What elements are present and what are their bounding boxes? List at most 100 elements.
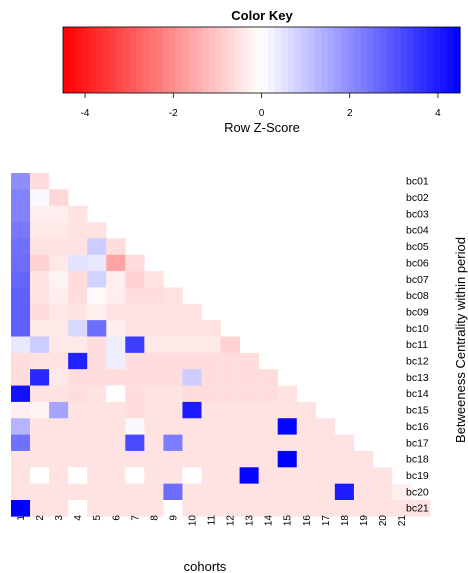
heatmap-cell bbox=[30, 418, 50, 435]
heatmap-cell bbox=[30, 450, 50, 468]
column-label: 2 bbox=[35, 515, 46, 521]
heatmap-cell bbox=[68, 254, 88, 272]
column-labels: 1 2 3 4 5 6 7 8 9 10 11 12 13 14 15 16 17 18 19 20 21 bbox=[16, 515, 408, 527]
heatmap-cell bbox=[239, 385, 259, 403]
heatmap-cell bbox=[106, 483, 126, 501]
heatmap-cell bbox=[49, 500, 69, 517]
heatmap-cell bbox=[11, 418, 31, 435]
heatmap-cell bbox=[277, 467, 298, 484]
heatmap-cell bbox=[11, 336, 31, 354]
heatmap-cell bbox=[87, 271, 107, 288]
heatmap-cell bbox=[334, 450, 355, 468]
heatmap-cell bbox=[296, 483, 317, 501]
heatmap-cell bbox=[277, 401, 298, 419]
heatmap-cell bbox=[392, 483, 412, 501]
column-label: 4 bbox=[73, 515, 84, 521]
heatmap-cell bbox=[106, 336, 126, 354]
heatmap-cell bbox=[68, 418, 88, 435]
heatmap-cell bbox=[220, 401, 240, 419]
heatmap-cell bbox=[239, 434, 259, 452]
column-label: 13 bbox=[245, 515, 256, 527]
heatmap-cell bbox=[125, 450, 145, 468]
column-label: 9 bbox=[168, 515, 179, 521]
heatmap-cell bbox=[182, 450, 202, 468]
heatmap-cell bbox=[30, 173, 50, 190]
heatmap-cell bbox=[239, 450, 259, 468]
heatmap-cell bbox=[144, 336, 164, 354]
heatmap-cell bbox=[220, 467, 240, 484]
heatmap-cell bbox=[30, 238, 50, 256]
heatmap-cell bbox=[49, 434, 69, 452]
heatmap-cell bbox=[258, 500, 278, 517]
heatmap-cell bbox=[372, 483, 393, 501]
heatmap-cell bbox=[182, 467, 202, 484]
color-key-swatch bbox=[109, 27, 117, 93]
heatmap-cell bbox=[220, 352, 240, 370]
color-key-swatch bbox=[155, 27, 163, 93]
heatmap-cell bbox=[144, 467, 164, 484]
heatmap-cell bbox=[30, 287, 50, 305]
color-key-swatch bbox=[347, 27, 355, 93]
heatmap-cell bbox=[87, 254, 107, 272]
heatmap-cell bbox=[68, 500, 88, 517]
heatmap-cell bbox=[182, 369, 202, 386]
heatmap-cell bbox=[144, 434, 164, 452]
color-key-swatch bbox=[400, 27, 408, 93]
row-label: bc09 bbox=[406, 306, 429, 318]
color-key-swatch bbox=[314, 27, 322, 93]
heatmap-cell bbox=[182, 483, 202, 501]
row-label: bc07 bbox=[406, 274, 429, 286]
heatmap-cell bbox=[296, 450, 317, 468]
heatmap-cell bbox=[201, 467, 221, 484]
heatmap-cell bbox=[182, 500, 202, 517]
heatmap-cell bbox=[30, 222, 50, 239]
column-label: 20 bbox=[378, 515, 389, 527]
color-key-swatch bbox=[162, 27, 170, 93]
heatmap-cell bbox=[182, 352, 202, 370]
row-label: bc08 bbox=[406, 290, 429, 302]
heatmap-cell bbox=[11, 205, 31, 223]
y-axis-title: Betweeness Centrality within period bbox=[453, 237, 468, 443]
heatmap-cell bbox=[334, 483, 355, 501]
heatmap-cell bbox=[220, 483, 240, 501]
heatmap-cell bbox=[11, 222, 31, 239]
heatmap-cell bbox=[87, 303, 107, 321]
heatmap-cell bbox=[411, 500, 431, 517]
heatmap-cell bbox=[144, 418, 164, 435]
heatmap-cell bbox=[163, 418, 183, 435]
column-label: 17 bbox=[321, 515, 332, 527]
heatmap-cell bbox=[315, 500, 336, 517]
heatmap-cell bbox=[49, 271, 69, 288]
heatmap-cell bbox=[201, 352, 221, 370]
heatmap-cell bbox=[68, 434, 88, 452]
color-key-xlabel: Row Z-Score bbox=[224, 120, 300, 135]
heatmap-cell bbox=[163, 483, 183, 501]
heatmap-cell bbox=[353, 450, 374, 468]
heatmap-cell bbox=[163, 467, 183, 484]
heatmap-cell bbox=[49, 418, 69, 435]
color-key-swatch bbox=[175, 27, 183, 93]
row-label: bc14 bbox=[406, 388, 429, 400]
heatmap-cell bbox=[220, 385, 240, 403]
heatmap-cell bbox=[87, 401, 107, 419]
x-axis-title: cohorts bbox=[184, 559, 227, 573]
heatmap-cell bbox=[258, 401, 278, 419]
heatmap-cell bbox=[68, 205, 88, 223]
heatmap-cell bbox=[163, 352, 183, 370]
color-key-swatch bbox=[149, 27, 157, 93]
heatmap-cell bbox=[68, 222, 88, 239]
color-key-swatch bbox=[221, 27, 230, 93]
heatmap-cell bbox=[68, 303, 88, 321]
color-key-swatch bbox=[446, 27, 454, 93]
heatmap-cell bbox=[372, 500, 393, 517]
heatmap-cell bbox=[353, 483, 374, 501]
heatmap-cell bbox=[315, 450, 336, 468]
column-label: 19 bbox=[359, 515, 370, 527]
color-key-swatch bbox=[261, 27, 269, 93]
heatmap-cell bbox=[30, 369, 50, 386]
color-key-title: Color Key bbox=[231, 8, 293, 23]
color-key-swatch bbox=[235, 27, 243, 93]
heatmap-cell bbox=[163, 401, 183, 419]
color-key-swatch bbox=[63, 27, 71, 93]
heatmap-cell bbox=[125, 401, 145, 419]
